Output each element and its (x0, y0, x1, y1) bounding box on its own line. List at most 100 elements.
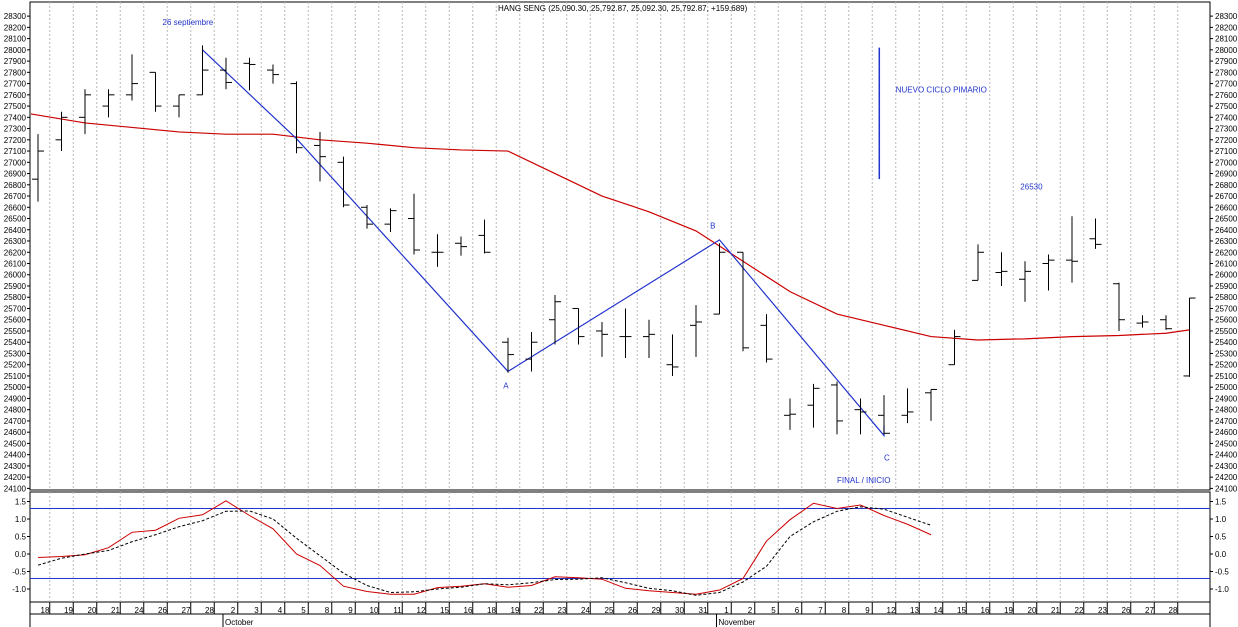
y-axis-ticks: 24100 24100 24200 24200 24300 24300 24400 24400… (4, 12, 1238, 594)
ohlc-bar (243, 57, 256, 91)
y-tick-label-right: 26000 (1215, 271, 1238, 280)
y-tick-label-right: 27900 (1215, 57, 1238, 66)
x-tick-label: 5 (771, 606, 776, 615)
y-tick-label-left: 27300 (4, 125, 27, 134)
x-tick-label: 19 (511, 606, 520, 615)
x-tick-label: 28 (1169, 606, 1178, 615)
x-tick-label: 26 (628, 606, 637, 615)
ohlc-bar (784, 398, 796, 430)
x-tick-label: 3 (254, 606, 259, 615)
x-tick-label: 14 (934, 606, 943, 615)
osc-tick-label-right: 0.0 (1215, 550, 1227, 559)
ohlc-bar (502, 337, 514, 373)
ohlc-bar (173, 94, 185, 118)
y-tick-label-right: 25400 (1215, 338, 1238, 347)
ohlc-bar (431, 234, 444, 267)
x-tick-label: 31 (699, 606, 708, 615)
y-tick-label-left: 24500 (4, 439, 27, 448)
oscillator-frame (29, 491, 1211, 603)
x-tick-label: 16 (464, 606, 473, 615)
ohlc-bar (948, 329, 961, 366)
osc-tick-label-right: 1.0 (1215, 515, 1227, 524)
y-tick-label-right: 25900 (1215, 282, 1238, 291)
y-tick-label-left: 25200 (4, 361, 27, 370)
ohlc-bar (643, 319, 655, 358)
y-tick-label-left: 27600 (4, 91, 27, 100)
ohlc-bar (1160, 315, 1172, 330)
ohlc-bar (290, 81, 303, 154)
ohlc-bar (1042, 254, 1055, 291)
osc-tick-label-right: -1.0 (1215, 585, 1229, 594)
ohlc-bar (1183, 297, 1196, 377)
y-tick-label-right: 28300 (1215, 12, 1238, 21)
y-tick-label-left: 28300 (4, 12, 27, 21)
ohlc-bar (337, 156, 350, 208)
osc-tick-label-left: 0.0 (15, 550, 27, 559)
x-tick-label: 6 (795, 606, 800, 615)
ohlc-bar (384, 208, 397, 233)
y-tick-label-left: 24800 (4, 406, 27, 415)
y-tick-label-left: 27000 (4, 158, 27, 167)
ohlc-bars (32, 45, 1196, 435)
osc-tick-label-left: -1.0 (12, 585, 26, 594)
chart-annotation: 26530 (1020, 182, 1043, 191)
x-tick-label: 27 (1145, 606, 1154, 615)
ohlc-bar (55, 111, 68, 152)
y-tick-label-right: 24400 (1215, 451, 1238, 460)
x-tick-label: 15 (440, 606, 449, 615)
y-tick-label-left: 25500 (4, 327, 27, 336)
x-tick-label: 7 (818, 606, 823, 615)
y-tick-label-right: 26400 (1215, 226, 1238, 235)
main-frame (29, 1, 1211, 491)
y-tick-label-left: 24100 (4, 484, 27, 493)
y-tick-label-right: 25300 (1215, 349, 1238, 358)
moving-average (30, 113, 1190, 341)
ohlc-bar (314, 131, 326, 182)
y-tick-label-right: 25600 (1215, 316, 1238, 325)
x-tick-label: 20 (88, 606, 97, 615)
y-tick-label-left: 28000 (4, 46, 27, 55)
grid (49, 2, 1179, 602)
x-tick-label: 2 (748, 606, 753, 615)
y-tick-label-left: 26900 (4, 170, 27, 179)
x-tick-label: 11 (393, 606, 402, 615)
ohlc-bar (1113, 282, 1125, 331)
chart-annotation: B (710, 222, 715, 231)
y-tick-label-right: 24200 (1215, 473, 1238, 482)
ohlc-bar (596, 321, 608, 357)
x-tick-label: 26 (158, 606, 167, 615)
y-tick-label-right: 25500 (1215, 327, 1238, 336)
y-tick-label-left: 24600 (4, 428, 27, 437)
ohlc-bar (854, 398, 867, 435)
ohlc-bar (1019, 261, 1031, 302)
moving-average-line (30, 113, 1190, 341)
y-tick-label-left: 27500 (4, 102, 27, 111)
osc-tick-label-left: -0.5 (12, 568, 26, 577)
ohlc-bar (737, 251, 749, 352)
y-tick-label-right: 25700 (1215, 304, 1238, 313)
x-tick-label: 8 (325, 606, 330, 615)
frame (29, 1, 1211, 627)
y-tick-label-right: 27200 (1215, 136, 1238, 145)
y-tick-label-right: 26300 (1215, 237, 1238, 246)
x-tick-label: 20 (1028, 606, 1037, 615)
y-tick-label-right: 28100 (1215, 35, 1238, 44)
y-tick-label-left: 26200 (4, 248, 27, 257)
y-tick-label-right: 26500 (1215, 215, 1238, 224)
osc-tick-label-right: 0.5 (1215, 533, 1227, 542)
y-tick-label-right: 26900 (1215, 170, 1238, 179)
x-tick-label: 10 (370, 606, 379, 615)
ohlc-bar (408, 193, 420, 255)
x-tick-label: 4 (278, 606, 283, 615)
y-tick-label-right: 24500 (1215, 439, 1238, 448)
y-tick-label-right: 25000 (1215, 383, 1238, 392)
ohlc-bar (972, 244, 984, 281)
ohlc-bar (455, 236, 467, 256)
osc-series-line (37, 500, 932, 595)
month-label: November (719, 618, 756, 627)
y-tick-label-left: 26700 (4, 192, 27, 201)
x-tick-label: 8 (842, 606, 847, 615)
abc-wave-line (202, 47, 885, 438)
oscillator-panel (30, 500, 1210, 596)
x-tick-label: 13 (910, 606, 919, 615)
